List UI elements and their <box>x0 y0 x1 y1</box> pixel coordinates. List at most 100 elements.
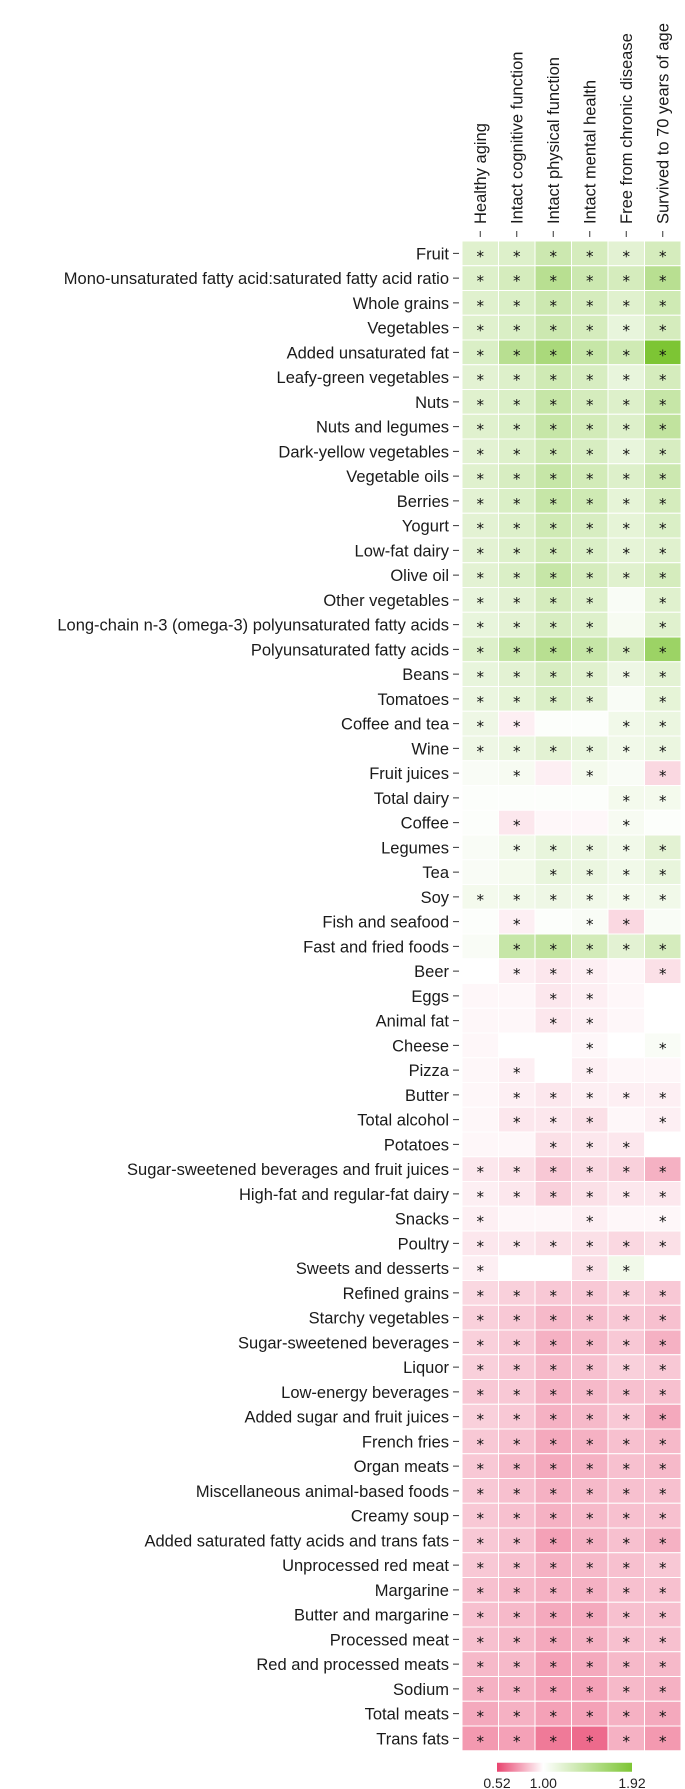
heatmap-cell <box>607 1007 645 1034</box>
significance-marker: * <box>513 569 521 587</box>
heatmap-cell <box>461 512 499 539</box>
heatmap-cell <box>644 710 682 737</box>
significance-marker: * <box>659 940 667 958</box>
significance-marker: * <box>513 1312 521 1330</box>
significance-marker: * <box>586 371 594 389</box>
heatmap-cell <box>534 413 572 440</box>
significance-marker: * <box>550 1460 558 1478</box>
significance-marker: * <box>550 990 558 1008</box>
significance-marker: * <box>550 1163 558 1181</box>
row-label: Low-fat dairy <box>355 542 450 560</box>
significance-marker: * <box>550 841 558 859</box>
heatmap-cell <box>534 636 572 663</box>
significance-marker: * <box>659 693 667 711</box>
heatmap-cell <box>498 859 536 885</box>
significance-marker: * <box>586 1411 594 1429</box>
significance-marker: * <box>623 1089 631 1107</box>
significance-marker: * <box>659 767 667 785</box>
heatmap-cell <box>571 933 609 960</box>
significance-marker: * <box>550 1435 558 1453</box>
row-label: Soy <box>421 889 450 907</box>
significance-marker: * <box>477 668 485 686</box>
heatmap-cell <box>571 1379 609 1405</box>
heatmap-cell <box>571 884 609 910</box>
significance-marker: * <box>623 1460 631 1478</box>
significance-marker: * <box>659 1361 667 1379</box>
heatmap-cell <box>607 1156 645 1182</box>
heatmap-cell <box>534 908 572 935</box>
significance-marker: * <box>659 247 667 265</box>
significance-marker: * <box>477 544 485 562</box>
heatmap-cell <box>607 1181 645 1207</box>
significance-marker: * <box>513 421 521 439</box>
significance-marker: * <box>623 841 631 859</box>
significance-marker: * <box>659 1609 667 1627</box>
heatmap-cell <box>644 240 682 267</box>
significance-marker: * <box>659 569 667 587</box>
significance-marker: * <box>659 742 667 760</box>
significance-marker: * <box>623 445 631 463</box>
significance-marker: * <box>513 470 521 488</box>
heatmap-cell <box>607 908 645 935</box>
row-label: Beer <box>414 963 449 981</box>
heatmap-cell <box>607 389 645 415</box>
significance-marker: * <box>477 272 485 290</box>
significance-marker: * <box>513 643 521 661</box>
significance-marker: * <box>513 841 521 859</box>
color-legend: 0.52 1.00 1.92 <box>483 1762 646 1789</box>
significance-marker: * <box>477 891 485 909</box>
significance-marker: * <box>550 1015 558 1033</box>
significance-marker: * <box>513 1114 521 1132</box>
heatmap-cell <box>571 438 609 465</box>
heatmap-cell <box>461 958 499 984</box>
significance-marker: * <box>550 470 558 488</box>
significance-marker: * <box>477 346 485 364</box>
significance-marker: * <box>513 1361 521 1379</box>
significance-marker: * <box>659 1188 667 1206</box>
significance-marker: * <box>550 1411 558 1429</box>
significance-marker: * <box>623 1732 631 1750</box>
significance-marker: * <box>513 1287 521 1305</box>
significance-marker: * <box>477 643 485 661</box>
significance-marker: * <box>550 693 558 711</box>
row-label: Butter <box>405 1087 450 1105</box>
heatmap-cell <box>461 265 499 291</box>
row-label: Fast and fried foods <box>303 938 449 956</box>
color-legend-bar <box>497 1762 632 1772</box>
legend-min-label: 0.52 <box>483 1775 510 1789</box>
significance-marker: * <box>550 742 558 760</box>
significance-marker: * <box>586 1089 594 1107</box>
heatmap-cell <box>534 1354 572 1380</box>
significance-marker: * <box>586 1287 594 1305</box>
row-label: Red and processed meats <box>256 1656 449 1674</box>
significance-marker: * <box>623 1658 631 1676</box>
significance-marker: * <box>586 396 594 414</box>
heatmap-cell <box>607 587 645 613</box>
heatmap-cell <box>644 1478 682 1504</box>
heatmap-cell <box>498 1106 536 1133</box>
heatmap-cell <box>571 1601 609 1628</box>
heatmap-cell <box>461 1676 499 1702</box>
heatmap-cell <box>498 413 536 440</box>
heatmap-cell <box>534 1601 572 1628</box>
heatmap-cell <box>571 686 609 712</box>
significance-marker: * <box>659 495 667 513</box>
row-label: Animal fat <box>376 1013 450 1031</box>
significance-marker: * <box>513 346 521 364</box>
heatmap-cell <box>461 1428 499 1455</box>
significance-marker: * <box>586 940 594 958</box>
row-label: Poultry <box>398 1235 450 1253</box>
heatmap-cell <box>571 1651 609 1677</box>
heatmap-cell <box>571 1007 609 1034</box>
significance-marker: * <box>477 1435 485 1453</box>
heatmap-cell <box>571 1304 609 1331</box>
significance-marker: * <box>659 1237 667 1255</box>
heatmap-cell <box>498 785 536 811</box>
significance-marker: * <box>623 1138 631 1156</box>
heatmap-cell <box>644 735 682 762</box>
heatmap-cell <box>607 1428 645 1455</box>
significance-marker: * <box>550 940 558 958</box>
column-label: Intact cognitive function <box>509 52 527 224</box>
significance-marker: * <box>586 1064 594 1082</box>
